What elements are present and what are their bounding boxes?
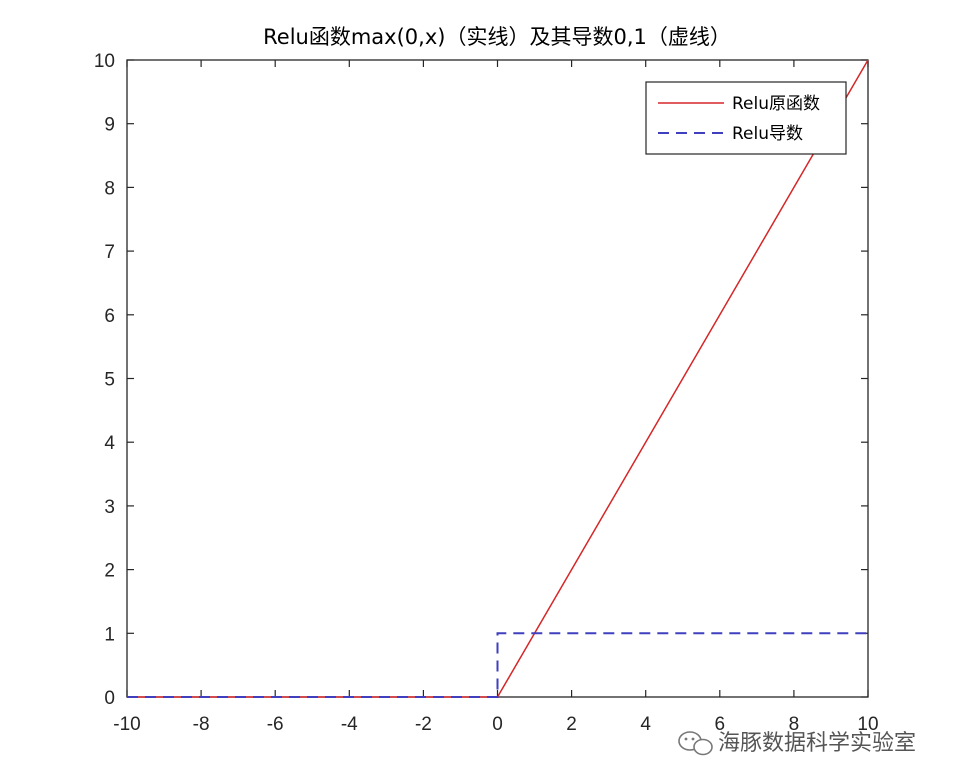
y-tick-label: 5 [104, 370, 115, 391]
x-tick-label: -8 [193, 714, 210, 735]
plot-area [126, 59, 869, 698]
watermark-text: 海豚数据科学实验室 [718, 731, 916, 756]
chart-title: Relu函数max(0,x)（实线）及其导数0,1（虚线） [263, 25, 731, 49]
series-layer [127, 59, 869, 698]
x-tick-label: -10 [113, 714, 140, 735]
y-tick-label: 8 [104, 178, 115, 199]
legend-label-relu: Relu原函数 [732, 94, 820, 114]
x-tick-label: 4 [640, 714, 651, 735]
x-tick-label: 2 [566, 714, 577, 735]
axis-ticks: -10 -8 -6 -4 -2 0 2 4 6 8 10 0 1 2 3 4 5 6 7 8 9 10 [94, 51, 879, 735]
y-tick-label: 6 [104, 306, 115, 327]
legend: Relu原函数 Relu导数 [645, 81, 847, 155]
y-tick-label: 0 [104, 688, 115, 709]
y-tick-label: 7 [104, 242, 115, 263]
wechat-icon [678, 731, 713, 756]
y-tick-label: 3 [104, 497, 115, 518]
y-tick-label: 9 [104, 115, 115, 136]
legend-box [645, 81, 847, 155]
y-tick-label: 2 [104, 561, 115, 582]
x-tick-label: -4 [341, 714, 358, 735]
x-tick-label: 10 [857, 714, 878, 735]
x-tick-label: 0 [492, 714, 503, 735]
watermark: 海豚数据科学实验室 [678, 731, 916, 756]
legend-label-relu-derivative: Relu导数 [732, 124, 803, 144]
y-tick-label: 4 [104, 433, 115, 454]
y-tick-label: 10 [94, 51, 115, 72]
x-tick-label: 6 [715, 714, 726, 735]
y-tick-label: 1 [104, 624, 115, 645]
x-tick-label: -2 [415, 714, 432, 735]
x-tick-label: 8 [789, 714, 800, 735]
relu-derivative-line [127, 632, 868, 698]
x-tick-label: -6 [267, 714, 284, 735]
